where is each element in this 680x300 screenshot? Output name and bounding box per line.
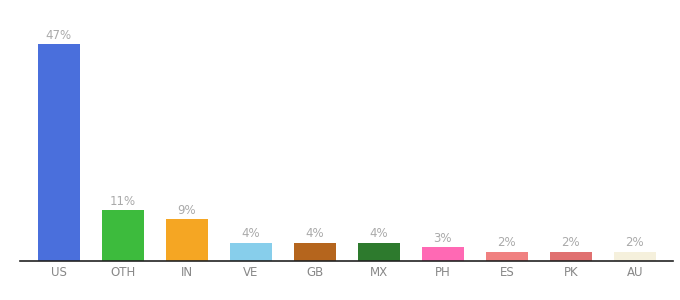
Text: 2%: 2% <box>626 236 644 250</box>
Text: 11%: 11% <box>109 195 136 208</box>
Text: 4%: 4% <box>241 227 260 240</box>
Text: 9%: 9% <box>177 204 196 217</box>
Bar <box>294 242 336 261</box>
Bar <box>230 242 271 261</box>
Text: 3%: 3% <box>434 232 452 245</box>
Text: 4%: 4% <box>305 227 324 240</box>
Bar <box>166 220 207 261</box>
Bar <box>102 210 143 261</box>
Text: 4%: 4% <box>369 227 388 240</box>
Bar <box>38 44 80 261</box>
Bar <box>422 247 464 261</box>
Bar <box>486 252 528 261</box>
Bar <box>358 242 400 261</box>
Text: 2%: 2% <box>562 236 580 250</box>
Text: 2%: 2% <box>498 236 516 250</box>
Bar <box>550 252 592 261</box>
Bar <box>614 252 656 261</box>
Text: 47%: 47% <box>46 29 72 42</box>
